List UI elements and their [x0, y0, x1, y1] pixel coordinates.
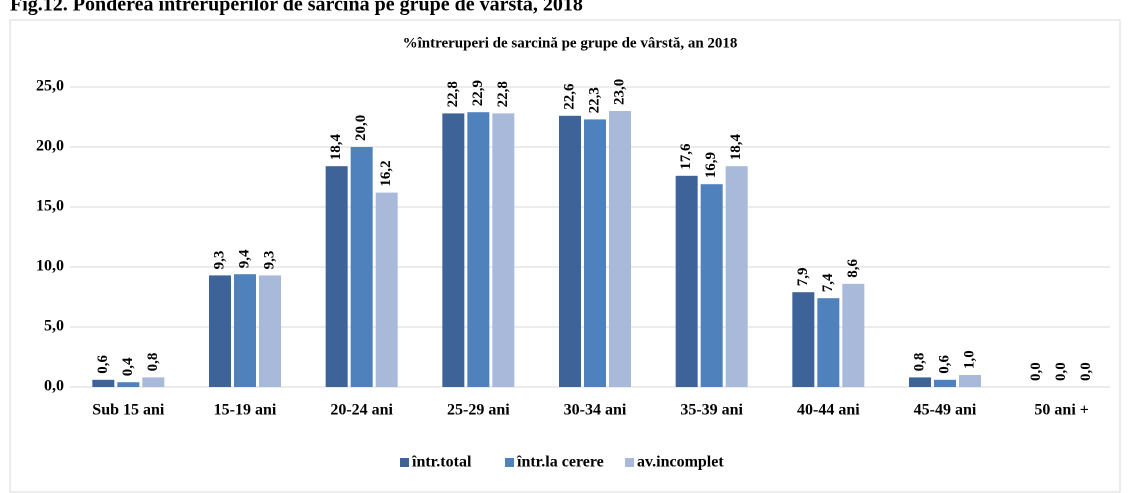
y-tick-label: 15,0	[36, 198, 64, 215]
x-tick-label: 25-29 ani	[447, 402, 510, 419]
x-tick-label: 30-34 ani	[564, 402, 627, 419]
bar	[675, 175, 698, 387]
data-label: 0,0	[1078, 362, 1094, 381]
data-label: 0,0	[1028, 362, 1044, 381]
legend-swatch	[625, 458, 634, 467]
bar	[209, 275, 231, 387]
bar	[792, 292, 815, 387]
data-label: 9,3	[261, 251, 277, 270]
bar	[350, 147, 373, 387]
data-label: 17,6	[678, 143, 694, 170]
data-label: 20,0	[353, 115, 369, 141]
data-label: 22,3	[586, 87, 602, 113]
x-tick-label: 40-44 ani	[797, 402, 860, 419]
legend-label: într.total	[411, 454, 472, 471]
bar	[142, 377, 165, 387]
bar	[959, 375, 981, 387]
data-label: 7,9	[795, 267, 811, 286]
x-tick-label: 45-49 ani	[914, 402, 977, 419]
data-label: 0,8	[145, 353, 161, 372]
data-label: 0,6	[936, 355, 952, 374]
data-label: 9,4	[236, 249, 252, 268]
legend-swatch	[400, 458, 409, 467]
y-tick-label: 25,0	[36, 78, 64, 95]
legend-label: av.incomplet	[637, 454, 724, 471]
data-label: 18,4	[728, 133, 744, 160]
data-label: 18,4	[328, 133, 344, 160]
legend-label: într.la cerere	[516, 454, 604, 471]
data-label: 1,0	[961, 350, 977, 369]
bar	[442, 113, 465, 388]
bar	[234, 274, 256, 387]
figure-title: Fig.12. Ponderea întreruperilor de sarci…	[10, 0, 583, 16]
data-label: 0,6	[95, 355, 111, 374]
bar	[725, 166, 748, 387]
data-label: 0,0	[1053, 362, 1069, 381]
y-tick-label: 0,0	[44, 378, 64, 395]
data-label: 9,3	[211, 251, 227, 270]
bar	[700, 184, 723, 387]
bar	[584, 119, 606, 388]
data-label: 16,2	[378, 160, 394, 186]
bar	[117, 382, 140, 387]
x-tick-label: 35-39 ani	[680, 402, 743, 419]
bar	[909, 377, 931, 387]
bar	[842, 283, 865, 387]
data-label: 22,8	[445, 81, 461, 107]
data-label: 22,8	[495, 81, 511, 107]
bar	[259, 275, 281, 387]
bar	[375, 192, 398, 387]
y-tick-label: 20,0	[36, 138, 64, 155]
data-label: 0,8	[911, 353, 927, 372]
bar	[934, 379, 956, 387]
y-tick-label: 10,0	[36, 258, 64, 275]
data-label: 7,4	[820, 273, 836, 292]
data-label: 8,6	[845, 259, 861, 278]
data-label: 22,6	[561, 83, 577, 110]
bar	[609, 111, 631, 387]
legend-swatch	[505, 458, 514, 467]
data-label: 22,9	[470, 80, 486, 106]
x-tick-label: Sub 15 ani	[92, 402, 165, 419]
data-label: 23,0	[611, 79, 627, 105]
bar	[92, 379, 115, 387]
chart-title: %întreruperi de sarcină pe grupe de vârs…	[403, 35, 738, 51]
y-tick-label: 5,0	[44, 318, 64, 335]
bar	[467, 112, 490, 387]
bar	[492, 113, 515, 388]
x-tick-label: 15-19 ani	[214, 402, 277, 419]
bar	[817, 298, 840, 387]
x-tick-label: 50 ani +	[1034, 402, 1088, 419]
bar	[559, 115, 581, 388]
data-label: 0,4	[120, 357, 136, 376]
x-tick-label: 20-24 ani	[330, 402, 393, 419]
bar	[325, 166, 348, 387]
data-label: 16,9	[703, 152, 719, 178]
